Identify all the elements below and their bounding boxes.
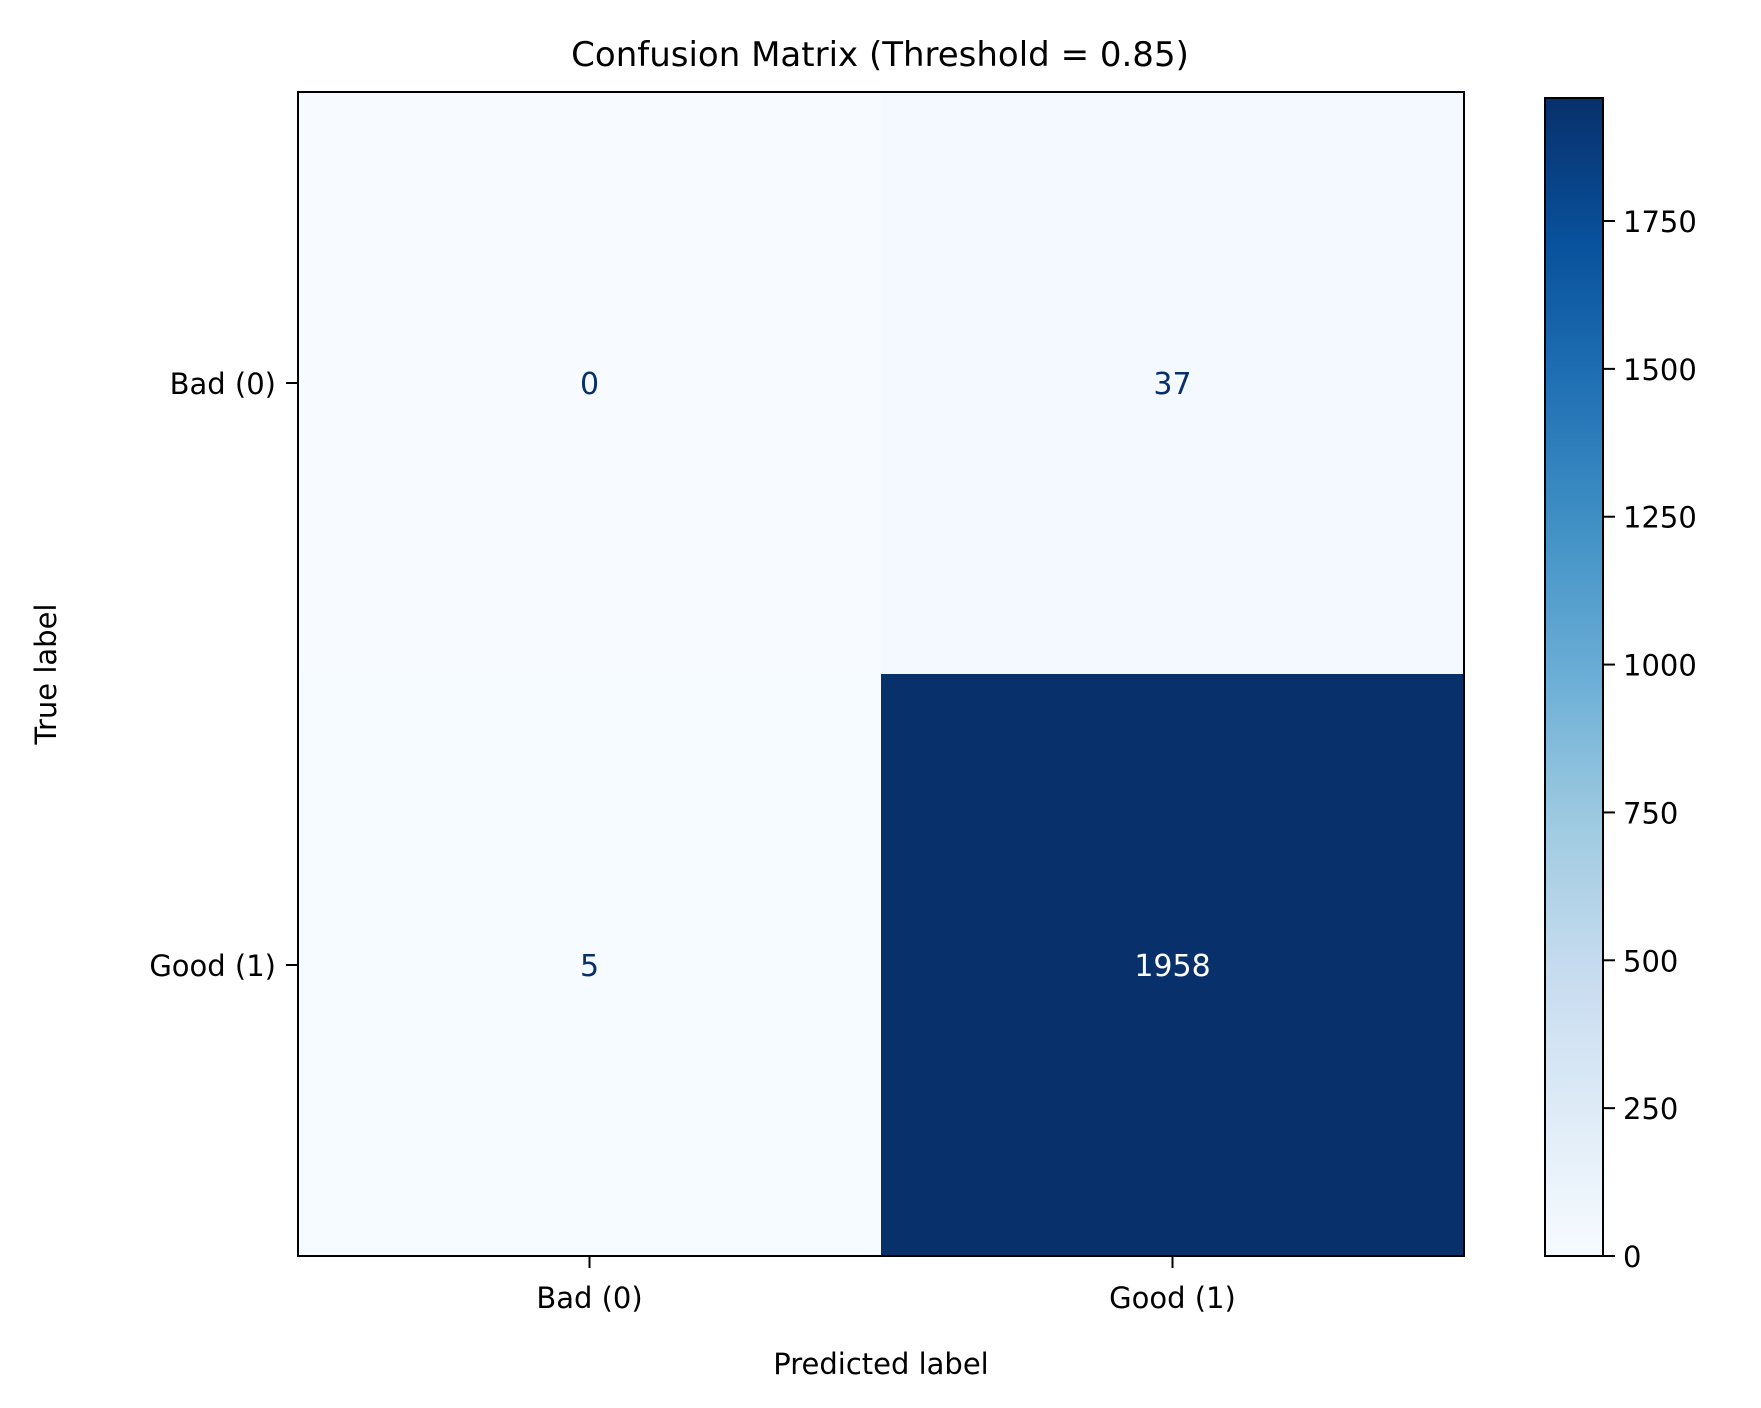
plot-frame [297,91,1465,1257]
x-axis-label: Predicted label [773,1347,989,1381]
y-axis-label: True label [29,604,63,746]
colorbar [1544,97,1604,1257]
cell-value-r1-c0: 5 [580,949,599,984]
x-tick-label: Good (1) [1109,1281,1236,1315]
colorbar-tick-label: 1000 [1623,649,1697,683]
matrix-cell-r1-c1 [881,674,1464,1256]
colorbar-tick-label: 0 [1623,1240,1641,1274]
matrix-cell-labels: 0 37 5 1958 [580,367,1211,984]
x-tick-label: Bad (0) [536,1281,642,1315]
matrix-cell-r1-c0 [298,674,881,1256]
y-axis-ticks: Bad (0) Good (1) [149,367,298,983]
colorbar-tick-label: 750 [1623,796,1678,830]
colorbar-tick-label: 500 [1623,944,1678,978]
colorbar-tick-label: 1750 [1623,205,1697,239]
colorbar-tick-label: 1500 [1623,353,1697,387]
matrix-cell-r0-c0 [298,92,881,674]
x-axis-ticks: Bad (0) Good (1) [536,1256,1236,1315]
cell-value-r0-c0: 0 [580,367,599,402]
cell-value-r1-c1: 1958 [1134,949,1210,984]
colorbar-ticks: 0 250 500 750 1000 1250 1500 1750 [1603,205,1697,1274]
colorbar-tick-label: 250 [1623,1092,1678,1126]
y-tick-label: Bad (0) [170,367,276,401]
colorbar-tick-label: 1250 [1623,501,1697,535]
chart-title: Confusion Matrix (Threshold = 0.85) [571,35,1189,75]
matrix-cell-r0-c1 [881,92,1464,674]
matrix-cells [298,92,1464,1256]
cell-value-r0-c1: 37 [1153,367,1191,402]
y-tick-label: Good (1) [149,949,276,983]
